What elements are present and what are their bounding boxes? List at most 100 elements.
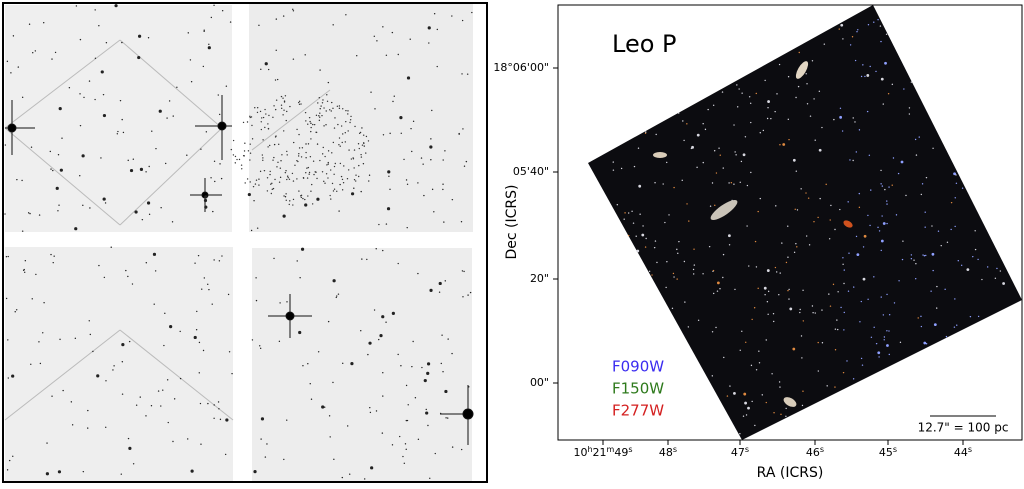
source: [745, 414, 748, 416]
source: [57, 154, 60, 156]
source: [275, 49, 277, 51]
source: [897, 172, 900, 175]
source: [852, 159, 854, 162]
source: [830, 204, 832, 207]
source: [319, 69, 321, 71]
source: [873, 276, 875, 278]
source: [776, 93, 778, 95]
galaxy: [843, 220, 853, 228]
source: [807, 197, 810, 199]
source: [882, 222, 886, 225]
source: [363, 145, 366, 147]
source: [461, 73, 463, 75]
source: [429, 288, 433, 293]
source: [87, 409, 89, 412]
source: [310, 190, 312, 192]
source: [306, 177, 309, 179]
source: [431, 109, 433, 112]
source: [761, 394, 763, 396]
source: [747, 406, 750, 410]
source: [324, 182, 326, 184]
source: [673, 276, 675, 278]
source: [260, 121, 262, 123]
source: [682, 120, 684, 122]
source: [261, 117, 263, 119]
source: [683, 139, 685, 142]
source: [994, 277, 997, 279]
source: [313, 173, 315, 176]
source: [799, 311, 801, 314]
source: [278, 181, 281, 183]
source: [338, 107, 341, 110]
source: [327, 161, 329, 164]
source: [762, 129, 765, 132]
source: [632, 222, 635, 224]
source: [300, 103, 302, 105]
source: [891, 83, 894, 86]
source: [162, 389, 164, 391]
source: [148, 165, 150, 168]
source: [873, 21, 875, 23]
source: [773, 412, 775, 414]
source: [920, 315, 922, 318]
source: [748, 96, 751, 98]
source: [773, 320, 775, 323]
source: [120, 473, 122, 475]
source: [422, 163, 424, 165]
source: [881, 215, 883, 217]
source: [259, 110, 262, 113]
source: [930, 290, 932, 292]
source: [316, 177, 318, 180]
source: [707, 108, 709, 111]
source: [668, 214, 670, 216]
source: [887, 92, 890, 95]
source: [794, 208, 796, 210]
source: [350, 158, 353, 160]
source: [218, 408, 220, 410]
source: [839, 107, 842, 109]
source: [399, 435, 401, 438]
source: [829, 305, 832, 307]
source: [342, 108, 344, 110]
source: [866, 74, 870, 77]
source: [888, 186, 890, 188]
source: [346, 425, 349, 427]
source: [345, 120, 347, 123]
source: [817, 341, 819, 344]
source: [338, 144, 340, 146]
source: [805, 73, 807, 75]
source: [46, 442, 48, 444]
source: [358, 147, 360, 150]
source: [766, 117, 769, 120]
source: [767, 100, 770, 103]
source: [774, 110, 776, 113]
source: [461, 19, 464, 22]
source: [723, 356, 725, 359]
source: [891, 184, 893, 186]
source: [832, 283, 835, 286]
source: [75, 5, 78, 7]
source: [764, 294, 766, 296]
source: [406, 76, 411, 80]
source: [309, 382, 311, 385]
source: [423, 379, 427, 383]
source: [155, 147, 157, 150]
source: [308, 171, 311, 174]
source: [32, 51, 34, 54]
source: [797, 85, 800, 88]
source: [288, 203, 290, 206]
source: [727, 234, 731, 238]
source: [52, 169, 54, 172]
source: [858, 129, 861, 131]
source: [315, 114, 318, 117]
source: [360, 156, 363, 158]
source: [321, 114, 323, 117]
source: [637, 147, 640, 149]
source: [70, 401, 73, 403]
filter-label: F150W: [612, 380, 664, 398]
source: [132, 158, 135, 160]
source: [834, 386, 836, 388]
source: [207, 402, 209, 405]
source: [966, 268, 970, 271]
